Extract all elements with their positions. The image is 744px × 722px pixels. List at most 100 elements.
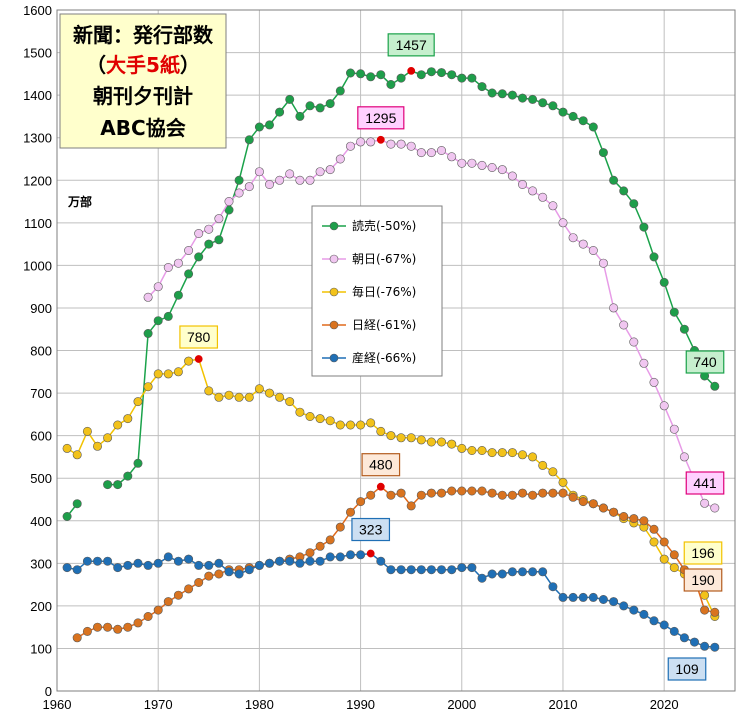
data-point bbox=[568, 492, 578, 502]
data-point bbox=[93, 556, 103, 566]
data-point bbox=[345, 141, 355, 151]
data-point bbox=[275, 556, 285, 566]
data-point bbox=[669, 307, 679, 317]
data-point bbox=[598, 148, 608, 158]
data-point bbox=[548, 582, 558, 592]
data-point bbox=[82, 626, 92, 636]
data-point bbox=[62, 443, 72, 453]
data-point bbox=[244, 182, 254, 192]
data-point bbox=[436, 565, 446, 575]
data-point bbox=[517, 450, 527, 460]
data-point bbox=[163, 552, 173, 562]
data-point bbox=[204, 386, 214, 396]
data-point bbox=[133, 558, 143, 568]
data-point bbox=[366, 72, 376, 82]
legend-item: 朝日(-67%) bbox=[322, 252, 416, 266]
y-tick-label: 1300 bbox=[23, 131, 52, 146]
data-point bbox=[477, 445, 487, 455]
data-point bbox=[507, 490, 517, 500]
data-point bbox=[113, 624, 123, 634]
data-point bbox=[204, 224, 214, 234]
data-point bbox=[275, 107, 285, 117]
end-value-label-text: 109 bbox=[675, 661, 699, 677]
data-point bbox=[153, 605, 163, 615]
data-point bbox=[487, 569, 497, 579]
data-point bbox=[305, 175, 315, 185]
data-point bbox=[103, 433, 113, 443]
data-point bbox=[133, 397, 143, 407]
data-point bbox=[426, 437, 436, 447]
data-point bbox=[578, 239, 588, 249]
x-tick-label: 1980 bbox=[245, 697, 274, 712]
data-point bbox=[598, 258, 608, 268]
data-point bbox=[62, 563, 72, 573]
data-point bbox=[396, 565, 406, 575]
data-point bbox=[224, 197, 234, 207]
y-tick-label: 1600 bbox=[23, 3, 52, 18]
data-point bbox=[416, 70, 426, 80]
data-point bbox=[416, 148, 426, 158]
data-point bbox=[153, 369, 163, 379]
data-point bbox=[214, 392, 224, 402]
data-point bbox=[487, 88, 497, 98]
data-point bbox=[345, 550, 355, 560]
data-point bbox=[528, 490, 538, 500]
peak-label: 323 bbox=[351, 517, 391, 542]
data-point bbox=[609, 597, 619, 607]
data-point bbox=[366, 137, 376, 147]
data-point bbox=[234, 175, 244, 185]
data-point bbox=[163, 262, 173, 272]
data-point bbox=[325, 416, 335, 426]
end-value-label-box bbox=[685, 350, 725, 374]
data-point bbox=[184, 584, 194, 594]
data-point bbox=[285, 169, 295, 179]
y-tick-label: 600 bbox=[30, 429, 52, 444]
end-value-label: 196 bbox=[683, 541, 723, 565]
data-point bbox=[477, 82, 487, 92]
data-point bbox=[497, 490, 507, 500]
peak-point bbox=[376, 482, 385, 491]
data-point bbox=[467, 563, 477, 573]
data-point bbox=[447, 70, 457, 80]
data-point bbox=[436, 488, 446, 498]
data-point bbox=[376, 426, 386, 436]
data-point bbox=[386, 490, 396, 500]
data-point bbox=[194, 252, 204, 262]
annotations: 1457 740 1295 441 780 196 480 190 323 109 bbox=[179, 33, 725, 681]
data-point bbox=[82, 426, 92, 436]
data-point bbox=[386, 431, 396, 441]
data-point bbox=[548, 467, 558, 477]
data-point bbox=[457, 443, 467, 453]
peak-label-box bbox=[357, 106, 405, 130]
title-highlight: 大手5紙 bbox=[106, 53, 180, 77]
data-point bbox=[113, 420, 123, 430]
data-point bbox=[305, 556, 315, 566]
data-point bbox=[173, 367, 183, 377]
data-point bbox=[477, 573, 487, 583]
peak-label-box bbox=[351, 517, 391, 542]
data-point bbox=[204, 571, 214, 581]
data-point bbox=[254, 384, 264, 394]
y-tick-label: 1100 bbox=[24, 216, 52, 231]
data-point bbox=[315, 541, 325, 551]
legend-label: 朝日(-67%) bbox=[352, 252, 416, 266]
data-point bbox=[356, 497, 366, 507]
data-point bbox=[669, 550, 679, 560]
data-point bbox=[629, 605, 639, 615]
data-point bbox=[416, 435, 426, 445]
data-point bbox=[143, 382, 153, 392]
peak-label-text: 480 bbox=[369, 457, 393, 473]
data-point bbox=[123, 560, 133, 570]
data-point bbox=[123, 622, 133, 632]
data-point bbox=[558, 477, 568, 487]
data-point bbox=[528, 567, 538, 577]
peak-label: 1457 bbox=[387, 33, 435, 57]
data-point bbox=[143, 611, 153, 621]
x-tick-label: 1960 bbox=[43, 697, 72, 712]
data-point bbox=[659, 554, 669, 564]
data-point bbox=[103, 480, 113, 490]
data-point bbox=[335, 420, 345, 430]
data-point bbox=[517, 93, 527, 103]
legend-swatch-marker bbox=[329, 353, 339, 363]
data-point bbox=[72, 450, 82, 460]
